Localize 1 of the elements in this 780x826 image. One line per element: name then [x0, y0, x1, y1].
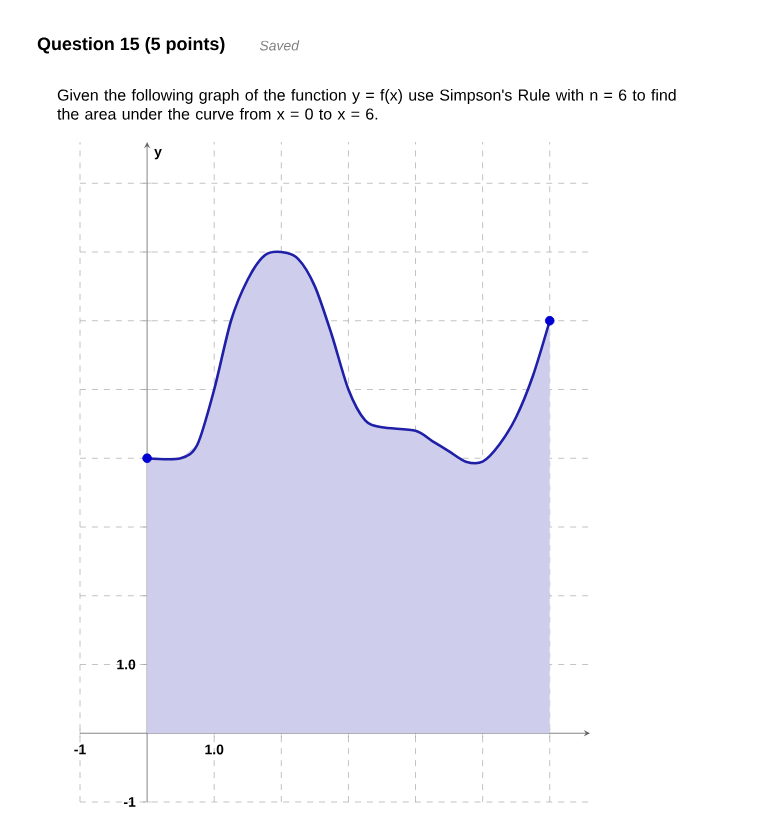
chart-title: Question 15 (5 points): [37, 37, 225, 54]
